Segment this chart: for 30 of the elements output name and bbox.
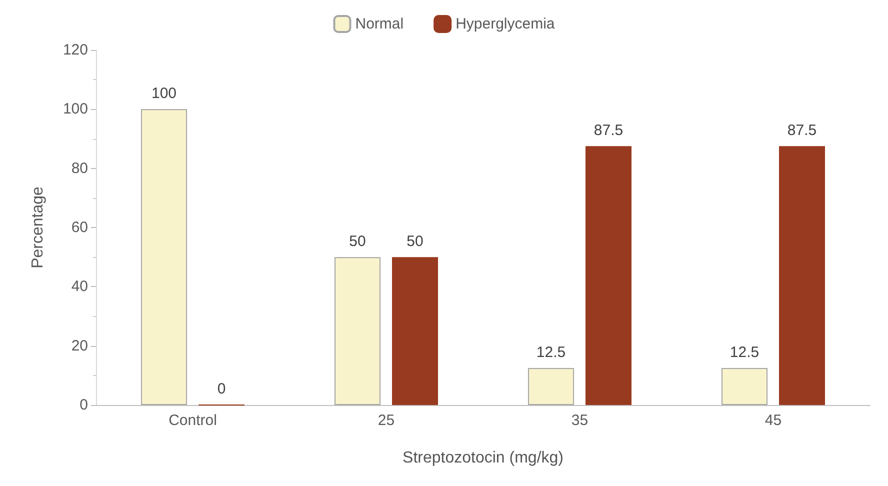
data-label: 100 [151, 85, 177, 102]
legend-label: Normal [355, 16, 404, 32]
data-label: 87.5 [787, 122, 817, 140]
data-label: 12.5 [536, 344, 566, 362]
bar [722, 368, 768, 405]
bar [334, 257, 380, 405]
data-label: 0 [217, 380, 226, 398]
bar [392, 257, 438, 405]
y-tick-label: 40 [71, 278, 88, 296]
y-tick-label: 120 [62, 42, 88, 58]
y-tick-label: 60 [71, 219, 88, 236]
x-axis-title: Streptozotocin (mg/kg) [402, 450, 564, 466]
y-axis-title: Percentage [30, 186, 46, 268]
data-label: 50 [406, 233, 424, 250]
bar [779, 146, 825, 405]
x-tick-label: 35 [571, 412, 588, 429]
x-tick-label: 45 [764, 412, 782, 429]
x-tick-label: Control [168, 412, 217, 429]
data-label: 87.5 [594, 122, 624, 140]
y-tick-label: 0 [80, 396, 88, 414]
bar [586, 146, 632, 405]
x-tick-label: 25 [378, 412, 395, 429]
y-tick-label: 80 [71, 160, 88, 177]
legend-label: Hyperglycemia [456, 16, 556, 32]
y-tick-label: 100 [62, 100, 88, 118]
y-tick-label: 20 [71, 337, 88, 354]
data-label: 12.5 [730, 344, 760, 362]
bar [528, 368, 574, 405]
bar [141, 109, 187, 405]
data-label: 50 [349, 233, 366, 250]
